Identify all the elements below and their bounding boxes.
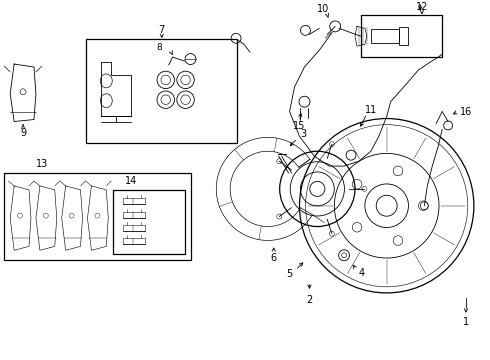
Text: 12: 12 xyxy=(416,1,428,12)
Text: 4: 4 xyxy=(359,268,365,278)
Bar xyxy=(4,173,191,260)
Bar xyxy=(86,39,237,143)
Text: 3: 3 xyxy=(300,129,307,139)
Text: 2: 2 xyxy=(306,295,313,305)
Bar xyxy=(398,27,409,45)
Text: 10: 10 xyxy=(317,4,329,14)
Text: 9: 9 xyxy=(20,129,26,138)
Text: 11: 11 xyxy=(365,105,377,114)
Text: 8: 8 xyxy=(156,43,162,52)
Text: 13: 13 xyxy=(36,159,48,169)
Text: 14: 14 xyxy=(125,176,137,186)
Bar xyxy=(113,190,185,254)
Bar xyxy=(371,30,398,43)
Text: 7: 7 xyxy=(159,25,165,35)
Text: 1: 1 xyxy=(463,317,469,327)
Bar xyxy=(361,15,442,57)
Text: 6: 6 xyxy=(270,253,277,263)
Text: 16: 16 xyxy=(460,107,472,117)
Text: 15: 15 xyxy=(294,121,306,131)
Text: 5: 5 xyxy=(287,269,293,279)
